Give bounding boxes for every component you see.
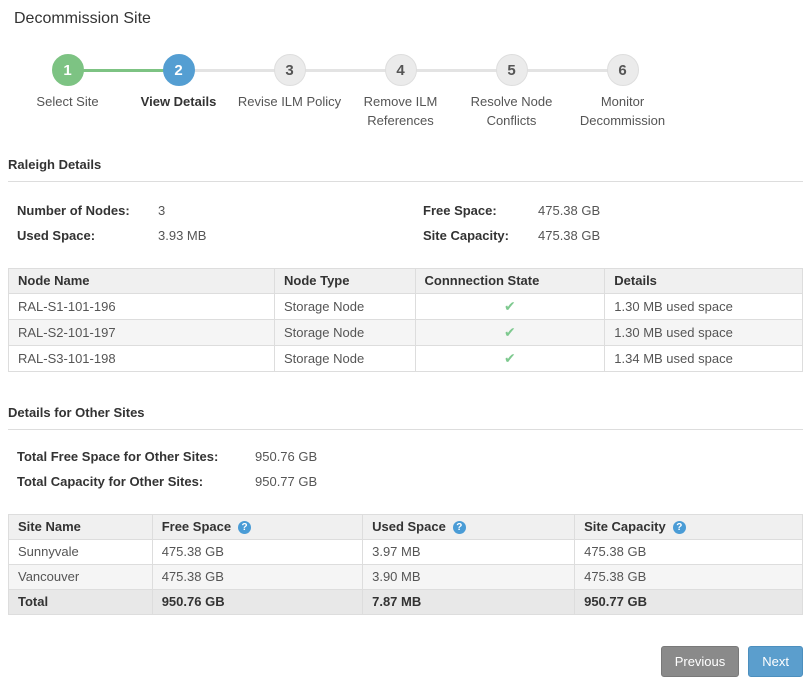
- table-row: Sunnyvale 475.38 GB 3.97 MB 475.38 GB: [8, 538, 803, 565]
- step-1-circle: 1: [51, 54, 84, 86]
- step-3-label: Revise ILM Policy: [237, 94, 342, 109]
- used-space-cell: 7.87 MB: [362, 588, 576, 615]
- column-header-label: Free Space: [161, 519, 232, 535]
- site-table-header-row: Site Name Free Space? Used Space? Site C…: [8, 513, 803, 540]
- table-row: RAL-S2-101-197 Storage Node ✔ 1.30 MB us…: [8, 318, 803, 346]
- node-type-cell: Storage Node: [273, 344, 416, 372]
- column-header-site-name: Site Name: [8, 513, 153, 540]
- details-cell: 1.30 MB used space: [604, 292, 803, 320]
- total-capacity-label: Total Capacity for Other Sites:: [17, 473, 204, 489]
- connected-check-icon: ✔: [504, 349, 516, 366]
- site-name-cell: Total: [8, 588, 153, 615]
- used-space-value: 3.93 MB: [158, 227, 207, 243]
- column-header-connection-state: Connnection State: [414, 267, 606, 294]
- node-type-cell: Storage Node: [273, 292, 416, 320]
- site-capacity-label: Site Capacity:: [423, 227, 509, 243]
- raleigh-details-heading: Raleigh Details: [8, 157, 803, 182]
- node-name-cell: RAL-S3-101-198: [8, 344, 275, 372]
- help-icon[interactable]: ?: [452, 521, 466, 535]
- site-capacity-cell: 475.38 GB: [574, 538, 803, 565]
- step-6-circle: 6: [606, 54, 639, 86]
- step-resolve-node-conflicts: 5 Resolve Node Conflicts: [415, 54, 567, 131]
- table-row: Vancouver 475.38 GB 3.90 MB 475.38 GB: [8, 563, 803, 590]
- table-total-row: Total 950.76 GB 7.87 MB 950.77 GB: [8, 588, 803, 615]
- column-header-label: Site Capacity: [584, 519, 666, 535]
- step-6-label: Monitor Decommission: [579, 94, 666, 128]
- column-header-free-space: Free Space?: [151, 513, 364, 540]
- site-capacity-value: 475.38 GB: [538, 227, 601, 243]
- number-of-nodes-label: Number of Nodes:: [17, 202, 130, 218]
- used-space-cell: 3.97 MB: [362, 538, 576, 565]
- site-capacity-cell: 950.77 GB: [574, 588, 803, 615]
- help-icon[interactable]: ?: [238, 521, 252, 535]
- step-1-label: Select Site: [36, 94, 99, 109]
- step-5-circle: 5: [495, 54, 528, 86]
- free-space-cell: 475.38 GB: [151, 538, 364, 565]
- column-header-used-space: Used Space?: [362, 513, 576, 540]
- free-space-cell: 950.76 GB: [151, 588, 364, 615]
- column-header-node-type: Node Type: [273, 267, 416, 294]
- raleigh-details-summary: Number of Nodes: 3 Free Space: 475.38 GB…: [17, 203, 803, 243]
- total-free-space-label: Total Free Space for Other Sites:: [17, 448, 219, 464]
- page-title: Decommission Site: [14, 10, 151, 27]
- step-4-label: Remove ILM References: [363, 94, 438, 128]
- connection-state-cell: ✔: [414, 344, 606, 372]
- used-space-cell: 3.90 MB: [362, 563, 576, 590]
- step-select-site: 1 Select Site: [12, 54, 123, 131]
- step-5-label: Resolve Node Conflicts: [470, 94, 553, 128]
- site-table: Site Name Free Space? Used Space? Site C…: [8, 513, 803, 615]
- table-row: RAL-S1-101-196 Storage Node ✔ 1.30 MB us…: [8, 292, 803, 320]
- step-3-circle: 3: [273, 54, 306, 86]
- connection-state-cell: ✔: [414, 292, 606, 320]
- step-4-circle: 4: [384, 54, 417, 86]
- step-remove-ilm-references: 4 Remove ILM References: [304, 54, 456, 131]
- node-table: Node Name Node Type Connnection State De…: [8, 267, 803, 372]
- site-name-cell: Sunnyvale: [8, 538, 153, 565]
- number-of-nodes-value: 3: [158, 202, 166, 218]
- next-button[interactable]: Next: [748, 645, 803, 677]
- details-cell: 1.34 MB used space: [604, 344, 803, 372]
- step-monitor-decommission: 6 Monitor Decommission: [526, 54, 678, 131]
- other-sites-totals: Total Free Space for Other Sites: 950.76…: [17, 449, 803, 489]
- step-view-details: 2 View Details: [82, 54, 234, 131]
- used-space-label: Used Space:: [17, 227, 96, 243]
- site-name-cell: Vancouver: [8, 563, 153, 590]
- column-header-label: Site Name: [18, 519, 81, 535]
- total-free-space-value: 950.76 GB: [255, 448, 318, 464]
- free-space-label: Free Space:: [423, 202, 497, 218]
- step-revise-ilm-policy: 3 Revise ILM Policy: [193, 54, 345, 131]
- node-table-header-row: Node Name Node Type Connnection State De…: [8, 267, 803, 294]
- free-space-value: 475.38 GB: [538, 202, 601, 218]
- column-header-node-name: Node Name: [8, 267, 275, 294]
- free-space-cell: 475.38 GB: [151, 563, 364, 590]
- help-icon[interactable]: ?: [672, 521, 686, 535]
- other-sites-heading: Details for Other Sites: [8, 405, 803, 430]
- connected-check-icon: ✔: [504, 297, 516, 314]
- total-capacity-value: 950.77 GB: [255, 473, 318, 489]
- column-header-label: Used Space: [372, 519, 446, 535]
- site-capacity-cell: 475.38 GB: [574, 563, 803, 590]
- column-header-site-capacity: Site Capacity?: [574, 513, 803, 540]
- previous-button[interactable]: Previous: [660, 645, 740, 677]
- connected-check-icon: ✔: [504, 323, 516, 340]
- details-cell: 1.30 MB used space: [604, 318, 803, 346]
- wizard-stepper: 1 Select Site 2 View Details 3 Revise IL…: [12, 54, 803, 131]
- node-name-cell: RAL-S1-101-196: [8, 292, 275, 320]
- step-2-circle: 2: [162, 54, 195, 86]
- node-name-cell: RAL-S2-101-197: [8, 318, 275, 346]
- column-header-details: Details: [604, 267, 803, 294]
- table-row: RAL-S3-101-198 Storage Node ✔ 1.34 MB us…: [8, 344, 803, 372]
- connection-state-cell: ✔: [414, 318, 606, 346]
- step-2-label: View Details: [140, 94, 217, 109]
- wizard-button-bar: Previous Next: [8, 645, 803, 677]
- node-type-cell: Storage Node: [273, 318, 416, 346]
